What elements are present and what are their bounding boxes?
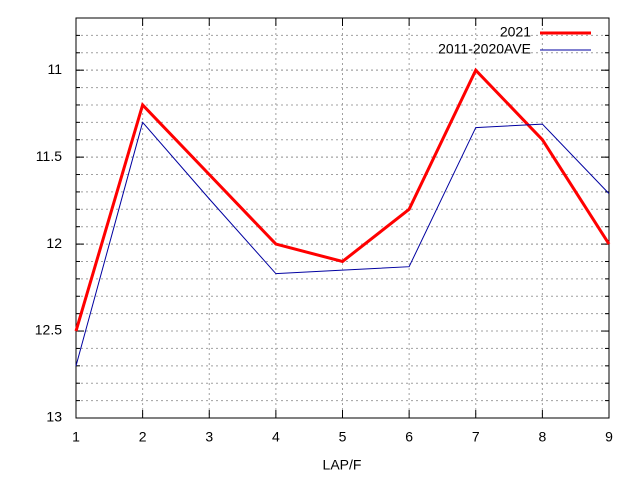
y-tick-label: 12 [46, 235, 62, 251]
x-tick-label: 3 [205, 429, 213, 445]
legend-label: 2011-2020AVE [438, 41, 531, 57]
y-tick-label: 12.5 [35, 322, 62, 338]
x-tick-label: 8 [538, 429, 546, 445]
x-tick-label: 7 [472, 429, 480, 445]
legend-label: 2021 [500, 24, 531, 40]
x-tick-label: 2 [139, 429, 147, 445]
x-tick-label: 6 [405, 429, 413, 445]
x-tick-label: 5 [339, 429, 347, 445]
y-tick-label: 11 [47, 61, 62, 77]
y-tick-label: 13 [46, 409, 62, 425]
x-axis-label: LAP/F [323, 457, 362, 473]
y-tick-label: 11.5 [36, 148, 62, 164]
plot-border [75, 17, 610, 419]
series-line [74, 67, 611, 332]
x-tick-label: 1 [72, 429, 80, 445]
x-tick-label: 4 [272, 429, 280, 445]
x-tick-label: 9 [605, 429, 613, 445]
series-line [75, 121, 610, 366]
